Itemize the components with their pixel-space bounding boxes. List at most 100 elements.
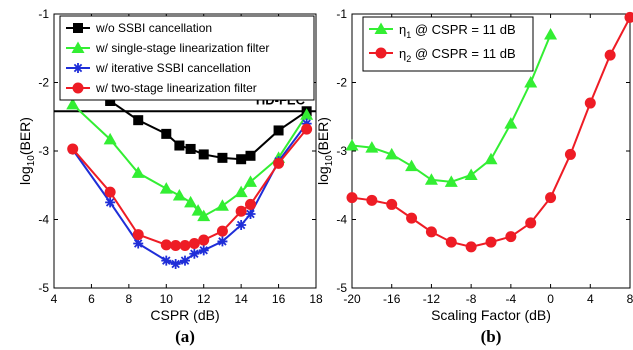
data-point — [180, 255, 190, 266]
data-point — [564, 148, 576, 160]
data-point — [345, 139, 359, 151]
series-2-cspr-11-db — [346, 11, 633, 253]
y-axis-title-main: log — [17, 166, 33, 185]
data-point — [105, 197, 116, 208]
legend-label: w/ iterative SSBI cancellation — [95, 61, 251, 75]
data-point — [544, 28, 558, 40]
legend-item: η2 @ CSPR = 11 dB — [369, 46, 516, 64]
legend-box — [59, 15, 315, 101]
legend-label-symbol: η — [399, 22, 406, 37]
x-axis-title: CSPR (dB) — [150, 307, 219, 323]
legend-item: w/ single-stage linearization filter — [66, 41, 269, 55]
data-point — [273, 125, 284, 136]
data-point — [524, 76, 538, 88]
x-tick-label: 4 — [51, 292, 58, 306]
legend-label-rest: @ CSPR = 11 dB — [411, 22, 515, 37]
legend: w/o SSBI cancellation w/ single-stage lin… — [59, 15, 315, 101]
y-axis-title: log10(BER) — [17, 117, 37, 185]
data-point — [366, 194, 378, 206]
data-point — [301, 123, 313, 135]
legend-label: w/ single-stage linearization filter — [95, 41, 269, 55]
x-tick-label: 14 — [234, 292, 248, 306]
x-tick-label: 8 — [627, 292, 633, 306]
y-axis-title: log10(BER) — [315, 117, 335, 185]
x-tick-label: -16 — [383, 292, 401, 306]
data-point — [525, 217, 537, 229]
y-tick-label: -3 — [38, 144, 49, 158]
y-axis-title-subscript: 10 — [26, 155, 37, 167]
data-point — [104, 186, 116, 198]
data-point — [189, 248, 200, 259]
data-point — [405, 159, 419, 172]
data-point — [132, 229, 144, 241]
legend-label-subscript: 2 — [406, 54, 411, 64]
data-point — [505, 231, 517, 243]
data-point — [198, 245, 209, 256]
data-point — [424, 173, 438, 185]
data-point — [444, 175, 458, 187]
data-point — [159, 182, 173, 194]
x-tick-label: 8 — [126, 292, 133, 306]
legend-label: η2 @ CSPR = 11 dB — [399, 46, 516, 64]
legend-label-rest: @ CSPR = 11 dB — [411, 46, 515, 61]
legend-item: w/ iterative SSBI cancellation — [66, 61, 251, 75]
legend-label: w/o SSBI cancellation — [95, 21, 212, 35]
x-axis-title: Scaling Factor (dB) — [431, 307, 551, 323]
y-tick-label: -4 — [38, 213, 49, 227]
data-point — [161, 128, 172, 139]
data-point — [103, 132, 117, 145]
data-point — [244, 175, 257, 187]
x-tick-label: -8 — [466, 292, 477, 306]
y-tick-label: -1 — [38, 7, 49, 21]
data-point — [465, 241, 477, 253]
data-point — [66, 97, 80, 110]
data-point — [217, 152, 228, 163]
data-point — [365, 141, 379, 153]
data-point — [217, 236, 228, 247]
legend-item: η1 @ CSPR = 11 dB — [369, 22, 516, 40]
panel-label: (a) — [175, 327, 195, 346]
series-w-two-stage-linearization-filter — [67, 123, 313, 252]
legend-circle-marker — [375, 47, 387, 59]
data-point — [131, 166, 145, 178]
data-point — [133, 238, 144, 249]
data-point — [273, 157, 285, 169]
y-tick-label: -5 — [336, 281, 347, 295]
data-point — [161, 255, 172, 266]
legend-item: w/ two-stage linearization filter — [66, 81, 257, 95]
data-point — [245, 150, 256, 161]
y-axis-title-subscript: 10 — [324, 155, 335, 167]
y-axis-title-main: log — [315, 166, 331, 185]
data-point — [197, 209, 211, 222]
data-point — [236, 154, 247, 165]
legend-label-symbol: η — [399, 46, 406, 61]
data-point — [191, 204, 205, 216]
y-axis-title-rest: (BER) — [17, 117, 33, 155]
x-tick-label: 10 — [160, 292, 174, 306]
y-tick-label: -1 — [336, 7, 347, 21]
data-point — [425, 226, 437, 238]
legend-label-subscript: 1 — [406, 30, 411, 40]
legend-label: η1 @ CSPR = 11 dB — [399, 22, 516, 40]
legend-item: w/o SSBI cancellation — [66, 21, 212, 35]
x-tick-label: 6 — [88, 292, 95, 306]
legend-circle-marker — [72, 82, 84, 94]
data-point — [484, 152, 498, 165]
x-tick-label: 18 — [309, 292, 323, 306]
data-point — [198, 234, 210, 246]
data-point — [464, 168, 478, 180]
data-point — [445, 236, 457, 248]
legend-label: w/ two-stage linearization filter — [95, 81, 257, 95]
legend-star-marker — [73, 63, 83, 73]
data-point — [216, 225, 228, 237]
data-point — [133, 115, 144, 126]
data-point — [386, 198, 398, 210]
y-tick-label: -2 — [336, 76, 347, 90]
legend-triangle-marker — [71, 41, 85, 53]
y-axis-title-rest: (BER) — [315, 117, 331, 155]
data-point — [245, 198, 256, 210]
data-point — [300, 108, 314, 120]
